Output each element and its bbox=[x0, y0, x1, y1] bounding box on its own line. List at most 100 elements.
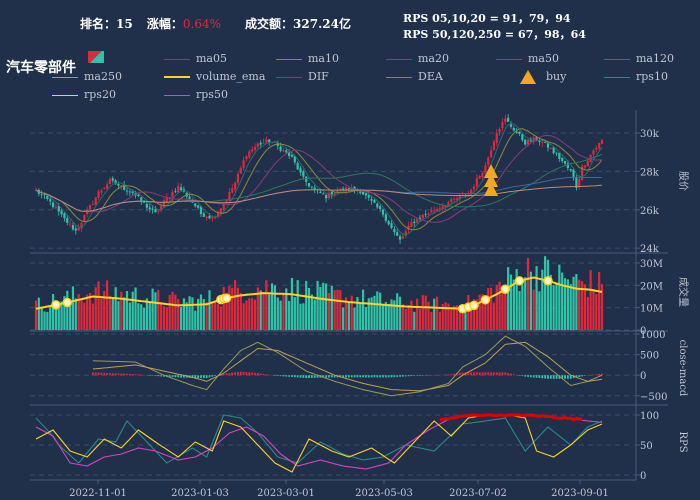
candle-body bbox=[293, 155, 296, 163]
volume-bar bbox=[174, 294, 177, 330]
macd-bar bbox=[271, 375, 273, 376]
macd-bar bbox=[191, 375, 194, 379]
volume-bar bbox=[60, 301, 63, 330]
volume-bar bbox=[325, 283, 328, 330]
macd-bar bbox=[578, 375, 581, 377]
volume-bar bbox=[316, 280, 319, 330]
candle-body bbox=[307, 182, 311, 187]
volume-bar bbox=[225, 302, 228, 330]
volume-bar bbox=[131, 291, 134, 330]
macd-bar bbox=[504, 372, 507, 376]
candle-body bbox=[211, 216, 214, 219]
candle-body bbox=[398, 236, 402, 240]
volume-bar bbox=[77, 294, 80, 330]
candle-body bbox=[165, 197, 168, 202]
macd-bar bbox=[538, 375, 541, 378]
candle-body bbox=[472, 186, 476, 190]
volume-bar bbox=[535, 266, 538, 330]
volume-bar bbox=[322, 282, 325, 330]
volume-bar bbox=[145, 298, 149, 330]
volume-bar bbox=[69, 299, 72, 330]
candle-body bbox=[74, 228, 77, 231]
volume-bar bbox=[199, 294, 203, 330]
volume-bars bbox=[34, 256, 604, 330]
candle-body bbox=[549, 148, 552, 150]
macd-bar bbox=[470, 372, 473, 376]
macd-bar bbox=[518, 375, 521, 376]
candle-body bbox=[489, 150, 493, 158]
macd-bar bbox=[558, 375, 561, 379]
candle-body bbox=[313, 187, 316, 190]
candle-body bbox=[188, 196, 191, 199]
legend-item-DIF: DIF bbox=[276, 70, 329, 83]
volume-bar bbox=[208, 290, 211, 330]
candle-body bbox=[310, 186, 313, 188]
macd-bar bbox=[484, 372, 487, 376]
macd-bar bbox=[211, 375, 214, 377]
candle-body bbox=[470, 189, 473, 194]
volume-bar bbox=[91, 303, 94, 330]
candle-body bbox=[325, 195, 328, 199]
y-tick-label: 24k bbox=[640, 244, 660, 255]
candle-body bbox=[49, 199, 52, 202]
y-tick-label: 0 bbox=[640, 326, 646, 337]
candle-body bbox=[518, 131, 521, 134]
legend-swatch bbox=[52, 94, 78, 96]
candle-body bbox=[145, 203, 149, 208]
volume-bar bbox=[80, 300, 83, 330]
volume-bar bbox=[302, 303, 305, 330]
y-tick-label: 0 bbox=[640, 471, 646, 482]
candle-body bbox=[359, 191, 362, 193]
volume-bar bbox=[214, 301, 217, 330]
candle-body bbox=[521, 134, 524, 141]
macd-bar bbox=[427, 375, 430, 376]
candle-body bbox=[40, 194, 43, 196]
volume-bar bbox=[49, 306, 52, 330]
macd-bar bbox=[111, 373, 114, 376]
candles bbox=[34, 114, 604, 244]
volume-bar bbox=[51, 293, 55, 330]
macd-bar bbox=[245, 372, 248, 376]
volume-bar bbox=[504, 286, 507, 330]
volume-bar bbox=[407, 305, 410, 330]
volume-info: 成交额：327.24亿 bbox=[245, 15, 351, 32]
candle-body bbox=[563, 160, 567, 164]
volume-bar bbox=[157, 289, 160, 330]
legend-swatch bbox=[604, 58, 630, 60]
volume-bar bbox=[441, 304, 444, 330]
volume-bar bbox=[43, 311, 46, 330]
macd-bar bbox=[566, 375, 569, 379]
x-tick-label: 2023-01-03 bbox=[171, 488, 229, 499]
legend-swatch bbox=[276, 76, 302, 78]
macd-bar bbox=[527, 375, 529, 377]
macd-bar bbox=[94, 372, 97, 376]
volume-bar bbox=[339, 290, 342, 330]
macd-bar bbox=[478, 372, 481, 376]
volume-bar bbox=[74, 298, 77, 330]
candle-body bbox=[427, 213, 430, 215]
candle-body bbox=[174, 191, 177, 193]
candle-body bbox=[575, 177, 578, 188]
candle-body bbox=[600, 140, 604, 144]
macd-bar bbox=[276, 375, 279, 376]
macd-bar bbox=[515, 374, 518, 376]
volume-bar bbox=[66, 290, 69, 330]
candle-body bbox=[199, 206, 203, 214]
legend-label: DEA bbox=[418, 70, 443, 83]
volume-bar bbox=[427, 301, 430, 330]
macd-bar bbox=[256, 373, 259, 376]
volume-bar bbox=[191, 297, 194, 330]
volume-bar bbox=[396, 293, 399, 330]
macd-bar bbox=[251, 372, 254, 376]
volume-bar bbox=[461, 313, 464, 330]
volume-bar bbox=[398, 296, 402, 330]
volume-bar bbox=[404, 308, 407, 330]
candle-body bbox=[421, 214, 424, 219]
candle-body bbox=[507, 117, 510, 122]
macd-bar bbox=[399, 375, 401, 377]
macd-bar bbox=[254, 372, 256, 376]
volume-bar bbox=[361, 289, 365, 330]
volume-bar bbox=[379, 292, 382, 330]
volume-bar bbox=[464, 309, 467, 330]
macd-bar bbox=[356, 375, 359, 378]
